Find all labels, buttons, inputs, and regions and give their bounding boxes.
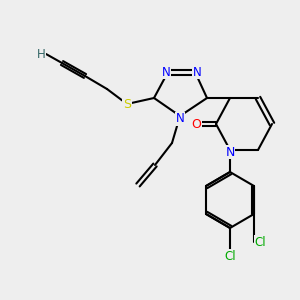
Text: H: H [37,47,45,61]
Text: Cl: Cl [254,236,266,248]
Text: N: N [193,65,201,79]
Text: N: N [225,146,235,158]
Text: S: S [123,98,131,110]
Text: Cl: Cl [224,250,236,262]
Text: N: N [176,112,184,125]
Text: N: N [162,65,170,79]
Text: O: O [191,118,201,130]
